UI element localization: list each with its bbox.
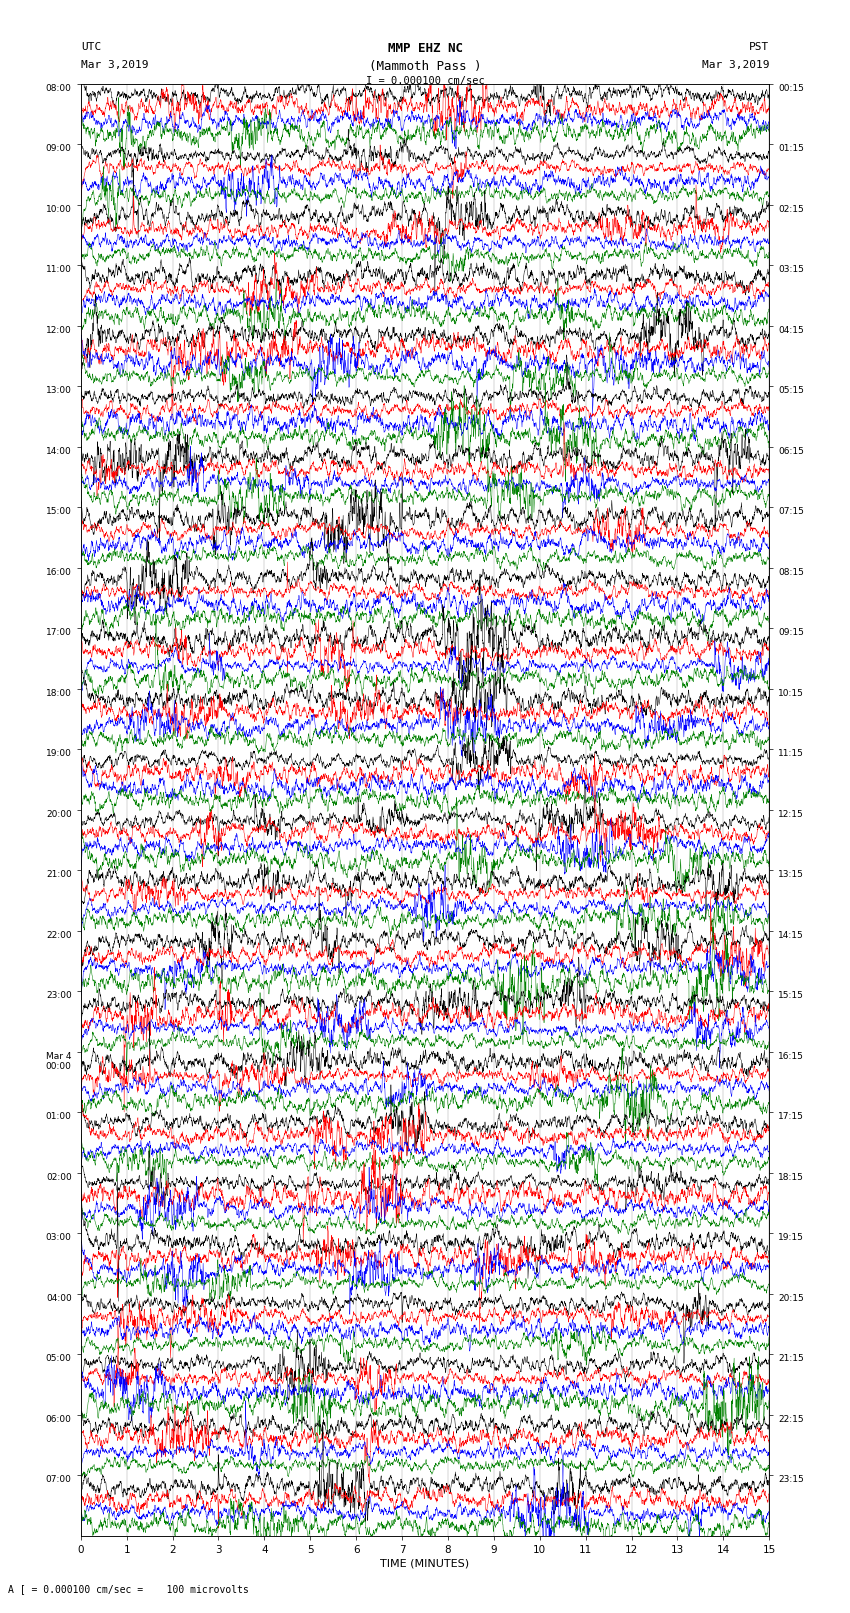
- Text: A [ = 0.000100 cm/sec =    100 microvolts: A [ = 0.000100 cm/sec = 100 microvolts: [8, 1584, 249, 1594]
- Text: UTC: UTC: [81, 42, 101, 52]
- Text: PST: PST: [749, 42, 769, 52]
- X-axis label: TIME (MINUTES): TIME (MINUTES): [381, 1558, 469, 1569]
- Text: MMP EHZ NC: MMP EHZ NC: [388, 42, 462, 55]
- Text: (Mammoth Pass ): (Mammoth Pass ): [369, 60, 481, 73]
- Text: I = 0.000100 cm/sec: I = 0.000100 cm/sec: [366, 76, 484, 85]
- Text: Mar 3,2019: Mar 3,2019: [702, 60, 769, 69]
- Text: Mar 3,2019: Mar 3,2019: [81, 60, 148, 69]
